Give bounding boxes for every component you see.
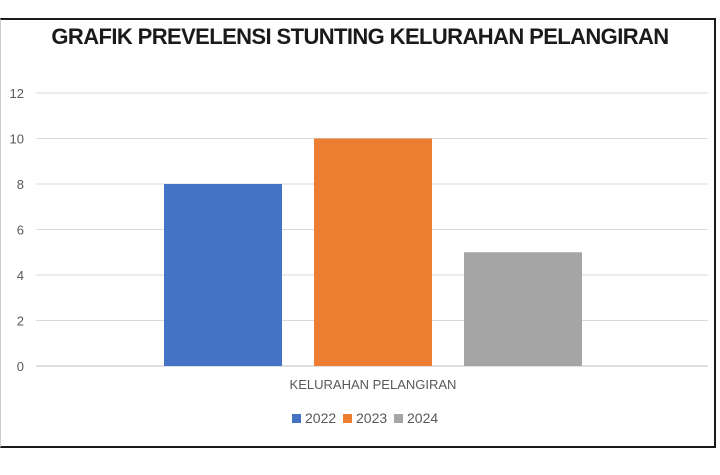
y-tick-label: 6 (17, 223, 24, 238)
y-tick-label: 2 (17, 314, 24, 329)
chart-title: GRAFIK PREVELENSI STUNTING KELURAHAN PEL… (51, 24, 669, 49)
bar-2023 (314, 138, 432, 366)
legend-swatch-2023 (343, 414, 352, 423)
legend-swatch-2024 (394, 414, 403, 423)
y-tick-label: 12 (10, 86, 24, 101)
y-tick-label: 10 (10, 132, 24, 147)
legend-swatch-2022 (292, 414, 301, 423)
y-tick-label: 0 (17, 359, 24, 374)
bar-2022 (164, 184, 282, 366)
x-category-label: KELURAHAN PELANGIRAN (290, 377, 457, 392)
bars (164, 138, 582, 366)
legend-label-2023: 2023 (356, 410, 387, 426)
bar-2024 (464, 252, 582, 366)
legend-label-2024: 2024 (407, 410, 438, 426)
legend-label-2022: 2022 (305, 410, 336, 426)
x-axis-categories: KELURAHAN PELANGIRAN (290, 377, 457, 392)
y-axis-ticks: 0 2 4 6 8 10 12 (10, 86, 24, 374)
y-tick-label: 8 (17, 177, 24, 192)
legend: 2022 2023 2024 (292, 410, 438, 426)
y-tick-label: 4 (17, 268, 24, 283)
